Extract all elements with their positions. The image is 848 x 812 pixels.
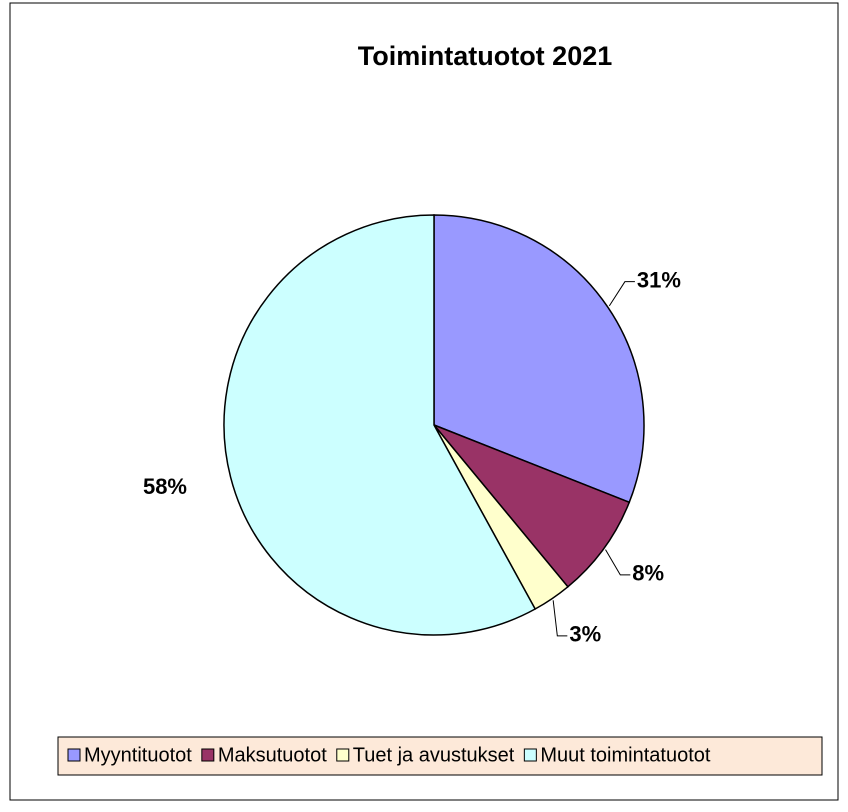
legend-label: Tuet ja avustukset (353, 744, 515, 766)
legend-swatch (523, 748, 537, 762)
data-label: 31% (637, 267, 681, 292)
leader-line (605, 549, 631, 576)
legend-swatch (67, 748, 81, 762)
pie-slice (433, 214, 645, 504)
legend-swatch (336, 748, 350, 762)
legend-box (57, 736, 823, 776)
data-label: 3% (569, 622, 601, 647)
legend-label: Myyntituotot (84, 744, 192, 766)
leader-line (608, 281, 635, 307)
data-label: 8% (632, 561, 664, 586)
data-label: 58% (143, 474, 187, 499)
pie-slice (223, 214, 537, 636)
legend-label: Maksutuotot (218, 744, 327, 766)
leader-line (552, 600, 568, 637)
pie-slice (433, 424, 631, 588)
legend-label: Muut toimintatuotot (540, 744, 711, 766)
chart-title: Toimintatuotot 2021 (358, 41, 613, 71)
legend-swatch (201, 748, 215, 762)
